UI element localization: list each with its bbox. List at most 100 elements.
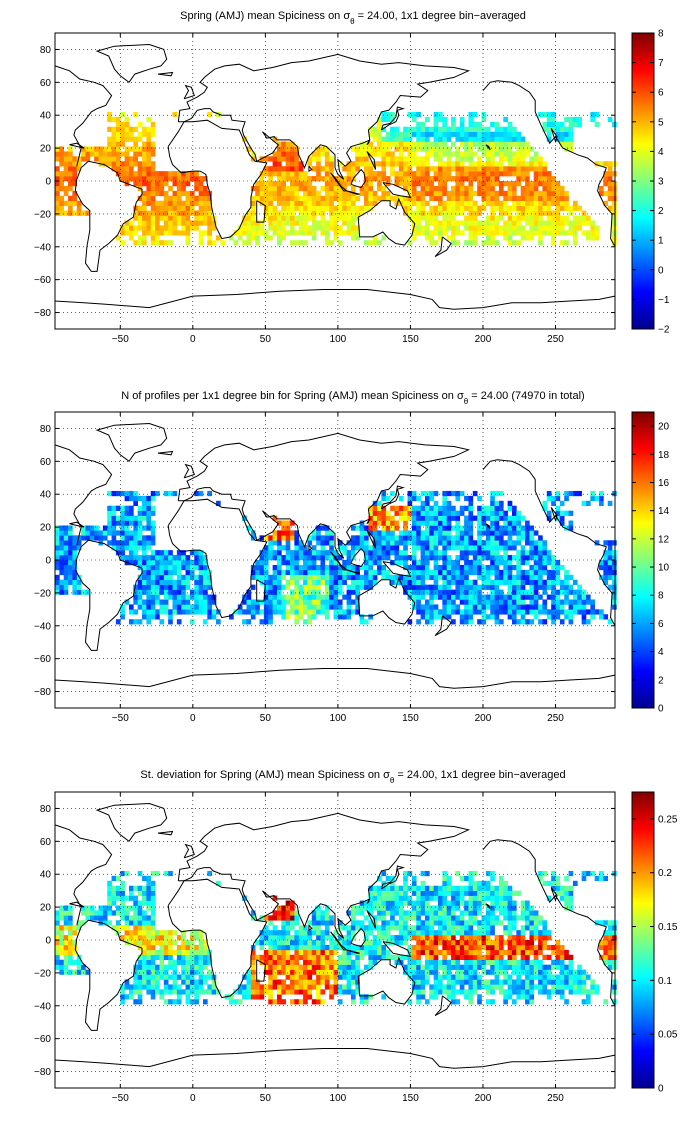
data-cell xyxy=(207,200,212,206)
data-cell xyxy=(429,535,434,541)
data-cell xyxy=(525,205,530,211)
data-cell xyxy=(468,111,474,118)
data-cell xyxy=(281,949,286,956)
data-cell xyxy=(128,619,134,625)
data-cell xyxy=(320,205,326,211)
data-cell xyxy=(115,166,121,172)
data-cell xyxy=(494,505,500,511)
data-cell xyxy=(272,181,278,187)
data-cell xyxy=(390,126,395,132)
data-cell xyxy=(350,589,356,595)
data-cell xyxy=(250,604,256,610)
data-cell xyxy=(529,569,535,576)
data-cell xyxy=(307,205,313,211)
data-cell xyxy=(176,604,182,610)
data-cell xyxy=(542,195,548,202)
data-cell xyxy=(202,584,208,590)
data-cell xyxy=(168,584,173,590)
data-cell xyxy=(468,609,474,615)
data-cell xyxy=(525,535,530,541)
data-cell xyxy=(481,161,487,167)
data-cell xyxy=(429,131,434,137)
data-cell xyxy=(420,535,426,541)
data-cell xyxy=(146,131,152,137)
data-cell xyxy=(403,560,408,566)
data-cell xyxy=(63,200,69,206)
data-cell xyxy=(577,974,582,980)
data-cell xyxy=(420,215,426,221)
data-cell xyxy=(72,545,78,551)
data-cell xyxy=(612,589,617,595)
data-cell xyxy=(159,940,165,946)
data-cell xyxy=(146,954,152,961)
data-cell xyxy=(464,550,469,556)
data-cell xyxy=(189,954,195,961)
colorbar-tick-label: −2 xyxy=(658,325,670,336)
data-cell xyxy=(451,205,456,211)
data-cell xyxy=(194,550,199,556)
data-cell xyxy=(168,609,173,615)
data-cell xyxy=(446,126,452,132)
data-cell xyxy=(468,131,474,137)
data-cell xyxy=(424,181,430,187)
data-cell xyxy=(333,220,339,226)
data-cell xyxy=(559,949,565,956)
data-cell xyxy=(442,545,448,551)
data-cell xyxy=(316,954,321,961)
data-cell xyxy=(424,520,430,526)
data-cell xyxy=(542,940,548,946)
data-cell xyxy=(568,574,574,581)
data-cell xyxy=(420,994,426,1000)
data-cell xyxy=(542,176,548,182)
data-cell xyxy=(377,930,382,936)
data-cell xyxy=(424,136,430,142)
data-cell xyxy=(490,940,495,946)
data-cell xyxy=(607,560,613,566)
data-cell xyxy=(133,969,138,975)
data-cell xyxy=(268,181,273,187)
coastline xyxy=(54,289,616,330)
data-cell xyxy=(490,599,495,605)
data-cell xyxy=(137,240,143,246)
data-cell xyxy=(290,560,295,566)
data-cell xyxy=(442,505,448,511)
data-cell xyxy=(128,176,134,182)
data-cell xyxy=(320,604,326,610)
data-cell xyxy=(381,190,387,197)
data-cell xyxy=(311,594,317,600)
data-cell xyxy=(555,949,561,956)
data-cell xyxy=(120,555,125,561)
data-cell xyxy=(516,940,521,946)
data-cell xyxy=(324,181,330,187)
data-cell xyxy=(350,535,356,541)
data-cell xyxy=(307,181,313,187)
data-cell xyxy=(85,156,91,162)
data-cell xyxy=(63,584,69,590)
data-cell xyxy=(163,930,169,936)
data-cell xyxy=(612,574,617,581)
data-cell xyxy=(311,560,317,566)
data-cell xyxy=(459,935,465,941)
data-cell xyxy=(568,584,574,590)
data-cell xyxy=(150,121,156,128)
data-cell xyxy=(163,940,169,946)
data-cell xyxy=(272,954,278,961)
data-cell xyxy=(176,584,182,590)
data-cell xyxy=(416,974,421,980)
data-cell xyxy=(263,984,269,990)
data-cell xyxy=(342,176,347,182)
data-cell xyxy=(137,994,143,1000)
data-cell xyxy=(189,940,195,946)
data-cell xyxy=(155,240,160,246)
data-cell xyxy=(255,609,260,615)
data-cell xyxy=(346,230,352,236)
data-cell xyxy=(329,166,334,172)
data-cell xyxy=(507,181,513,187)
data-cell xyxy=(533,230,539,236)
data-cell xyxy=(485,225,491,231)
data-cell xyxy=(333,569,339,576)
data-cell xyxy=(546,220,552,226)
data-cell xyxy=(612,185,617,192)
data-cell xyxy=(411,954,417,961)
y-tick-label: 40 xyxy=(40,111,52,122)
